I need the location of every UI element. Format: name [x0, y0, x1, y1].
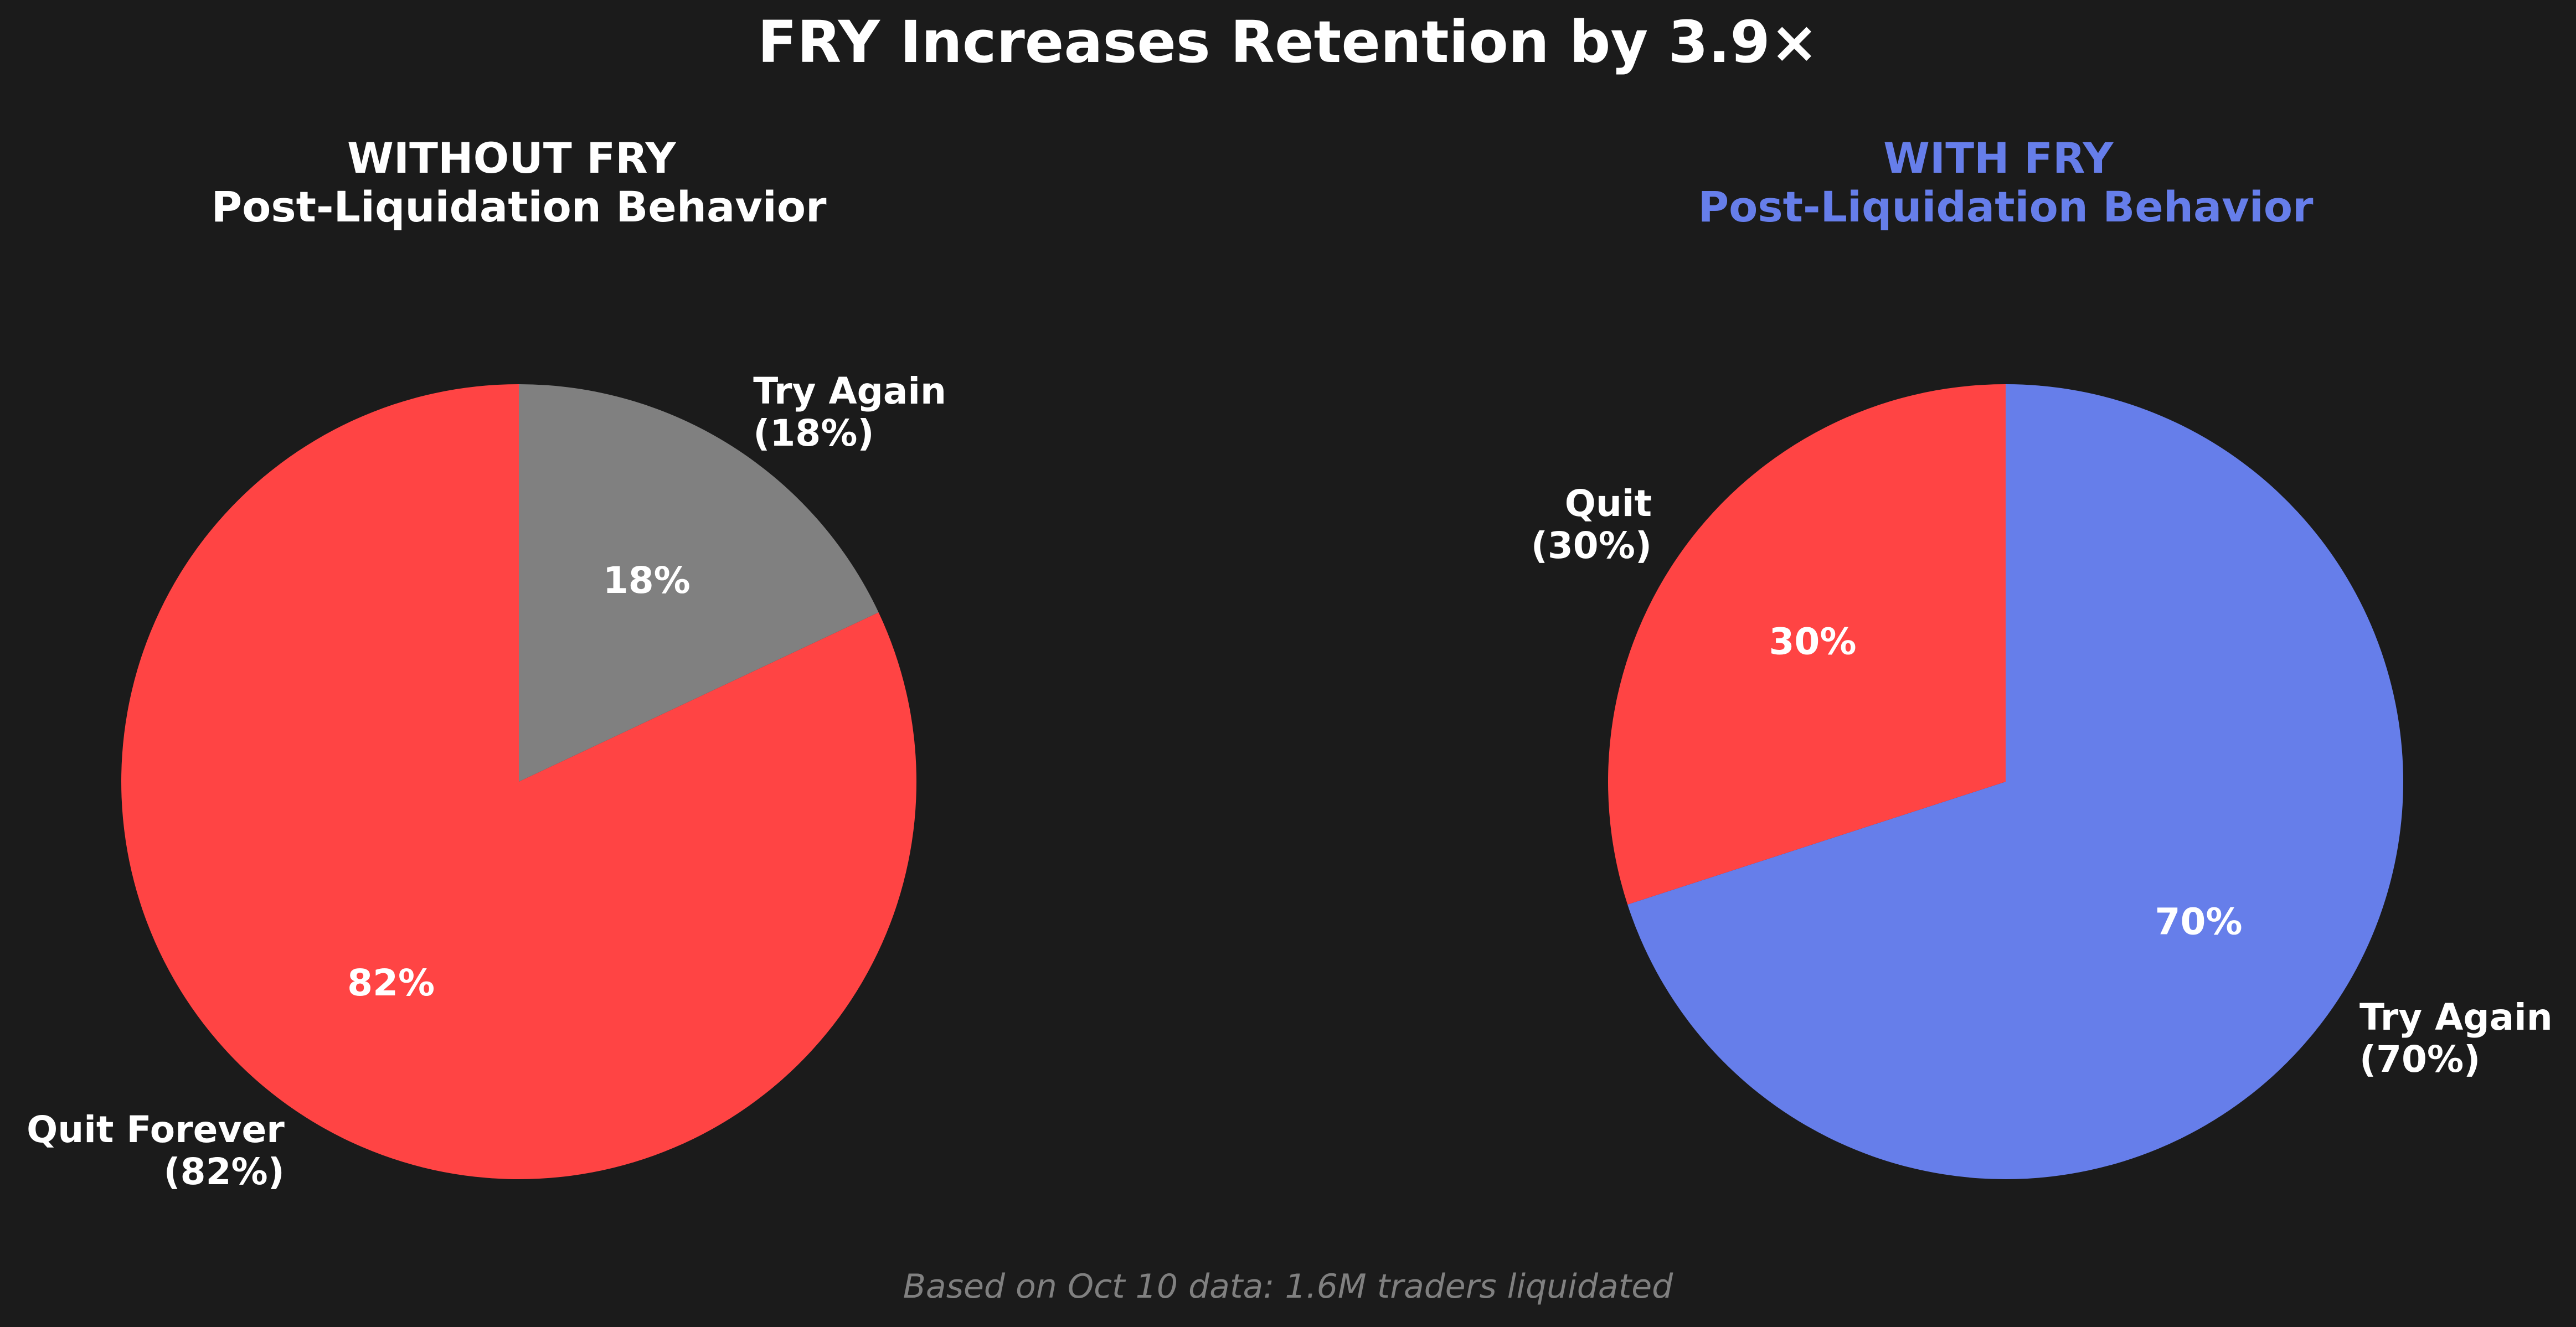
slice-label-percent: (82%): [163, 1150, 284, 1193]
pie-slice-quit-forever: [121, 384, 916, 1179]
pie-slice-quit: [1608, 384, 2006, 905]
slice-label-name: Quit: [1565, 482, 1652, 525]
panel-title-with-fry: WITH FRY Post-Liquidation Behavior: [1698, 133, 2314, 231]
slice-label-try-again: Try Again (18%): [753, 370, 946, 455]
slice-label-percent: (18%): [753, 412, 874, 455]
panel-title-with-fry-line1: WITH FRY: [1883, 133, 2114, 183]
pie-slice-try-again: [519, 384, 879, 782]
pct-label-try-again: 18%: [603, 559, 691, 602]
slice-label-name: Quit Forever: [27, 1108, 285, 1151]
slice-label-quit-forever: Quit Forever (82%): [27, 1108, 285, 1193]
slice-label-percent: (70%): [2359, 1038, 2480, 1081]
panel-title-without-fry-line1: WITHOUT FRY: [347, 133, 676, 183]
pct-label-try-again: 70%: [2155, 901, 2243, 943]
footnote: Based on Oct 10 data: 1.6M traders liqui…: [903, 1267, 1673, 1306]
slice-label-quit: Quit (30%): [1531, 482, 1652, 567]
slice-label-name: Try Again: [753, 370, 946, 412]
slice-label-try-again: Try Again (70%): [2359, 996, 2553, 1081]
slice-label-name: Try Again: [2359, 996, 2553, 1039]
pie-slice-try-again: [1627, 384, 2403, 1179]
pie-chart-without-fry: 18% Try Again (18%) 82% Quit Forever (82%): [27, 370, 946, 1193]
pct-label-quit-forever: 82%: [347, 962, 435, 1004]
pct-label-quit: 30%: [1769, 620, 1856, 663]
panel-title-without-fry-line2: Post-Liquidation Behavior: [211, 182, 827, 231]
slice-label-percent: (30%): [1531, 524, 1652, 567]
figure-title: FRY Increases Retention by 3.9×: [758, 8, 1818, 76]
pie-panel-without-fry: WITHOUT FRY Post-Liquidation Behavior 18…: [27, 133, 946, 1193]
pie-panel-with-fry: WITH FRY Post-Liquidation Behavior 70% Tr…: [1531, 133, 2553, 1179]
panel-title-without-fry: WITHOUT FRY Post-Liquidation Behavior: [211, 133, 827, 231]
pie-chart-with-fry: 70% Try Again (70%) 30% Quit (30%): [1531, 384, 2553, 1179]
panel-title-with-fry-line2: Post-Liquidation Behavior: [1698, 182, 2314, 231]
